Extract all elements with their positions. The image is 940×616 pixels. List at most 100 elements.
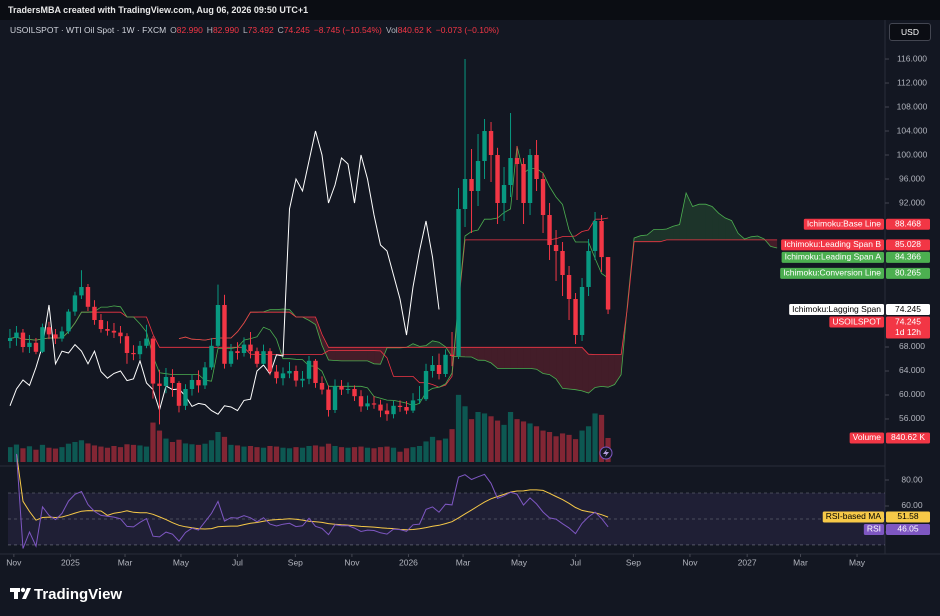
candle-body	[92, 306, 97, 320]
candle-body	[358, 396, 364, 407]
volume-bar	[416, 446, 423, 462]
volume-bar	[241, 446, 247, 462]
candle-body	[46, 327, 52, 335]
candle-body	[163, 376, 169, 386]
y-tick-label: 100.000	[897, 149, 928, 159]
rsi-line	[16, 453, 609, 549]
volume-bar	[527, 423, 533, 462]
label-value-box	[886, 511, 930, 523]
candle-body	[488, 131, 494, 156]
volume-bar	[520, 421, 527, 462]
candle-body	[469, 179, 474, 192]
candle-body	[417, 399, 422, 401]
ichimoku-cloud	[432, 340, 440, 348]
volume-bar	[176, 439, 182, 462]
volume-bar	[377, 447, 384, 462]
symbol-title: USOILSPOT · WTI Oil Spot · 1W · FXCM	[10, 25, 167, 35]
candle-body	[59, 331, 65, 339]
candle-body	[378, 404, 383, 411]
candle-body	[449, 354, 455, 356]
candle-body	[137, 345, 143, 355]
ichimoku-cloud	[510, 347, 518, 369]
volume-bar	[585, 426, 592, 462]
label-name-box	[829, 316, 884, 328]
legend-key: L	[242, 25, 248, 35]
ichimoku-cloud	[549, 347, 557, 379]
volume-bar	[358, 446, 364, 462]
base-line	[9, 217, 609, 388]
ichimoku-cloud	[718, 213, 726, 240]
candle-body	[423, 370, 429, 400]
volume-bar	[319, 446, 325, 462]
x-tick-label: Nov	[682, 557, 698, 567]
ichimoku-cloud	[699, 204, 706, 240]
ichimoku-cloud	[309, 316, 316, 325]
volume-bar	[163, 438, 169, 462]
volume-bar	[228, 444, 234, 462]
volume-bar	[345, 447, 351, 462]
volume-bar	[150, 422, 156, 462]
symbol-legend: USOILSPOT · WTI Oil Spot · 1W · FXCM O82.…	[10, 25, 499, 35]
volume-bar	[124, 444, 130, 462]
brand: TradingView	[34, 586, 123, 603]
candle-body	[293, 370, 299, 381]
label-value: 51.58	[897, 511, 919, 521]
volume-bar	[546, 432, 553, 462]
volume-bar	[449, 429, 455, 462]
volume-bar	[436, 440, 442, 462]
ichimoku-cloud	[517, 347, 524, 369]
ichimoku-cloud	[666, 226, 674, 240]
label-name: USOILSPOT	[832, 316, 881, 326]
legend-key: C	[277, 25, 284, 35]
ichimoku-cloud	[562, 347, 570, 389]
candle-body	[8, 337, 13, 341]
volume-bar	[91, 445, 98, 462]
label-name: Ichimoku:Conversion Line	[783, 268, 881, 278]
ichimoku-cloud	[478, 347, 485, 361]
background	[0, 20, 940, 616]
volume-bar	[234, 445, 241, 462]
ichimoku-cloud	[361, 347, 368, 361]
candle-body	[261, 351, 266, 364]
y-tick-label: 68.000	[899, 341, 925, 351]
volume-bar	[514, 419, 520, 462]
x-tick-label: May	[173, 557, 190, 567]
ichimoku-cloud	[269, 309, 277, 313]
volume-bar	[78, 440, 85, 462]
volume-bar	[247, 446, 254, 462]
candle-body	[228, 351, 234, 364]
credit-bar: TradersMBA created with TradingView.com,…	[0, 0, 940, 20]
volume-bar	[221, 436, 228, 462]
candle-body	[20, 332, 26, 347]
candle-body	[248, 344, 253, 352]
label-name: Volume	[853, 432, 882, 442]
label-name-box	[863, 523, 884, 535]
candle-body	[202, 367, 208, 386]
candle-body	[501, 185, 507, 204]
volume-bar	[429, 436, 436, 462]
volume-bar	[423, 441, 429, 462]
candle-body	[534, 155, 539, 180]
volume-bar	[572, 439, 579, 462]
candle-body	[131, 352, 136, 355]
x-tick-label: 2025	[61, 557, 80, 567]
volume-bar	[72, 442, 78, 462]
legend-value: −8.745 (−10.54%)	[313, 25, 382, 35]
volume-bar	[189, 444, 195, 462]
volume-bar	[403, 448, 410, 462]
lagging-span	[9, 130, 440, 415]
candle-body	[157, 383, 162, 386]
candle-body	[352, 388, 357, 397]
candle-body	[475, 161, 481, 192]
volume-bar	[117, 447, 124, 462]
label-name: Ichimoku:Lagging Span	[792, 304, 881, 314]
label-sub: 1d 12h	[895, 327, 921, 337]
volume-bar	[371, 448, 377, 462]
currency-button[interactable]: USD	[889, 23, 931, 41]
volume-bar	[267, 446, 273, 462]
rsi-tick-label: 80.00	[901, 474, 923, 484]
ichimoku-cloud	[543, 347, 550, 375]
candle-body	[241, 344, 247, 353]
ichimoku-cloud	[725, 217, 732, 240]
ichimoku-cloud	[497, 347, 505, 369]
